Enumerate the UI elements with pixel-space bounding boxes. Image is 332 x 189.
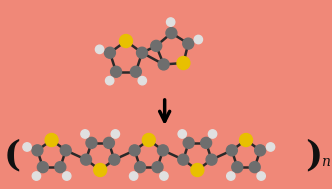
Circle shape: [178, 130, 186, 138]
Circle shape: [136, 47, 147, 58]
Circle shape: [138, 77, 146, 85]
Circle shape: [32, 172, 41, 180]
Circle shape: [178, 154, 189, 165]
Circle shape: [177, 57, 190, 70]
Circle shape: [111, 66, 122, 77]
Circle shape: [151, 40, 162, 51]
Circle shape: [130, 66, 141, 77]
Circle shape: [157, 145, 168, 156]
Circle shape: [109, 154, 120, 165]
Circle shape: [129, 172, 138, 180]
Circle shape: [38, 162, 48, 173]
Text: n: n: [321, 155, 330, 169]
Circle shape: [81, 154, 92, 165]
Text: ): ): [305, 138, 322, 172]
Circle shape: [32, 145, 43, 156]
Circle shape: [249, 162, 260, 173]
Text: (: (: [3, 138, 21, 172]
Circle shape: [95, 45, 104, 53]
Circle shape: [266, 143, 275, 151]
Circle shape: [166, 18, 175, 26]
Circle shape: [129, 145, 140, 156]
Circle shape: [81, 130, 89, 138]
Circle shape: [94, 163, 107, 177]
Circle shape: [158, 59, 169, 70]
Circle shape: [240, 133, 252, 146]
Circle shape: [60, 145, 71, 156]
Circle shape: [111, 130, 120, 138]
Circle shape: [86, 137, 97, 148]
Circle shape: [120, 35, 132, 47]
Circle shape: [104, 137, 115, 148]
Circle shape: [208, 130, 217, 138]
Circle shape: [160, 172, 168, 180]
Circle shape: [62, 172, 71, 180]
Circle shape: [226, 145, 237, 156]
Circle shape: [194, 35, 203, 44]
Circle shape: [201, 137, 211, 148]
Circle shape: [227, 172, 235, 180]
Circle shape: [106, 77, 114, 85]
Circle shape: [232, 162, 243, 173]
Circle shape: [255, 145, 266, 156]
Circle shape: [45, 133, 58, 146]
Circle shape: [134, 162, 145, 173]
Circle shape: [152, 162, 163, 173]
Circle shape: [55, 162, 66, 173]
Circle shape: [142, 133, 155, 146]
Circle shape: [166, 28, 177, 39]
Circle shape: [183, 137, 194, 148]
Circle shape: [206, 154, 217, 165]
Circle shape: [105, 47, 116, 58]
Circle shape: [23, 143, 31, 151]
Circle shape: [191, 163, 204, 177]
Circle shape: [183, 38, 194, 49]
Circle shape: [257, 172, 265, 180]
